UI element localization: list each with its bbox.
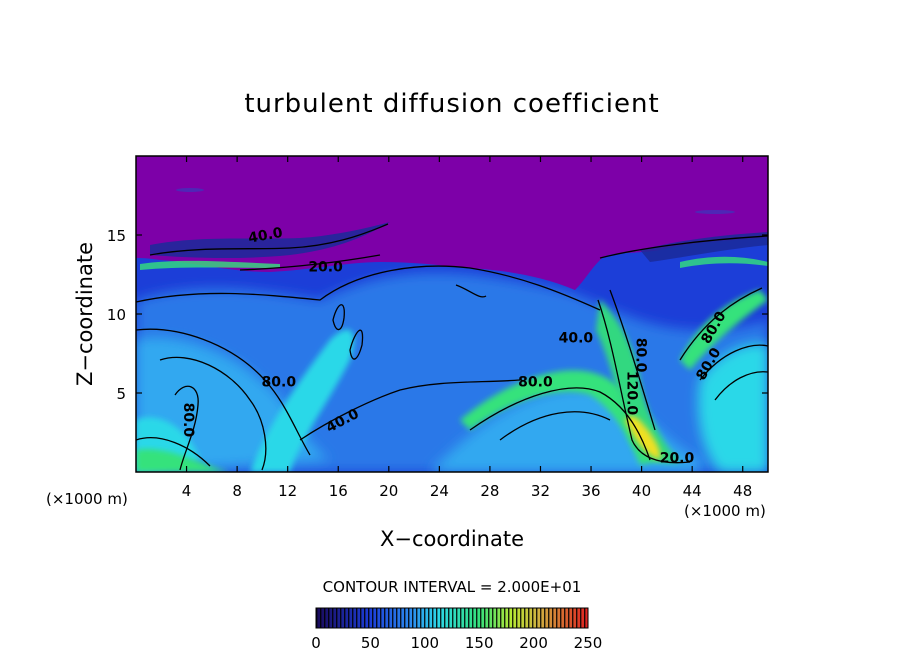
contour-line [239, 254, 381, 271]
y-tick-label: 5 [116, 385, 126, 403]
contour-line [714, 371, 768, 401]
contour-line [174, 385, 199, 471]
x-tick-label: 4 [182, 482, 192, 500]
colorbar-tick-label: 200 [519, 634, 548, 652]
field-region-hotspot [625, 415, 661, 460]
contour-label: 120.0 [624, 371, 640, 416]
x-tick-label: 16 [329, 482, 348, 500]
contour-line [136, 328, 311, 456]
y-axis-label: Z−coordinate [73, 242, 97, 386]
contour-line [332, 304, 345, 331]
colorbar-tick-label: 250 [574, 634, 603, 652]
x-tick-label: 36 [581, 482, 600, 500]
contour-line [699, 344, 768, 381]
contour-lines [136, 223, 768, 471]
x-tick-label: 20 [379, 482, 398, 500]
chart-title: turbulent diffusion coefficient [244, 89, 659, 119]
contour-line [599, 235, 768, 259]
field-region-cyan-plume [250, 329, 354, 472]
field-region-purple [136, 156, 768, 290]
field-wisp-right [695, 210, 735, 214]
contour-interval-label: CONTOUR INTERVAL = 2.000E+01 [323, 578, 582, 596]
heatmap-field: 40.020.080.080.0 40.080.040.0 80.0120.020.… [136, 156, 768, 472]
contour-line [609, 289, 656, 431]
field-streak-green-left [140, 260, 280, 270]
x-tick-label: 24 [430, 482, 449, 500]
x-tick-label: 12 [278, 482, 297, 500]
colorbar-tick-label: 0 [311, 634, 321, 652]
x-tick-label: 40 [632, 482, 651, 500]
contour-label: 20.0 [308, 259, 343, 275]
contour-label: 40.0 [559, 330, 594, 346]
contour-line [499, 411, 611, 441]
colorbar-tick-label: 50 [361, 634, 380, 652]
x-tick-label: 8 [232, 482, 242, 500]
contour-line [469, 387, 651, 461]
contour-label: 80.0 [180, 403, 196, 438]
y-tick-label: 10 [107, 306, 126, 324]
colorbar-tick-label: 150 [465, 634, 494, 652]
y-tick-label: 15 [107, 227, 126, 245]
contour-label: 80.0 [633, 338, 649, 373]
field-streak-green-right [680, 256, 768, 268]
x-tick-label: 28 [480, 482, 499, 500]
field-streak-upper-right [640, 232, 768, 262]
contour-label: 80.0 [518, 375, 553, 391]
field-region-core [596, 300, 680, 463]
contour-label: 80.0 [262, 375, 297, 391]
field-region-green-arc [460, 370, 660, 465]
x-tick-label: 48 [733, 482, 752, 500]
contour-line [679, 287, 763, 361]
x-tick-label: 32 [531, 482, 550, 500]
contour-line [136, 265, 601, 311]
contour-line [136, 437, 211, 467]
colorbar-tick-label: 100 [410, 634, 439, 652]
contour-label: 20.0 [660, 451, 695, 467]
contour-line [455, 284, 487, 298]
y-axis-ticks: 5 10 15 [107, 227, 768, 403]
contour-line [597, 299, 691, 464]
colorbar-frame [315, 607, 589, 629]
contour-line [149, 223, 389, 256]
contour-line [299, 379, 521, 441]
x-axis-label: X−coordinate [380, 527, 524, 551]
colorbar-ticks: 0 50 100 150 200 250 [311, 634, 602, 652]
contour-line [159, 356, 267, 471]
colorbar: 0 50 100 150 200 250 [311, 607, 602, 652]
x-unit-left: (×1000 m) [46, 490, 128, 508]
colorbar-stripes [316, 608, 588, 628]
field-region-right-vortex [698, 343, 768, 472]
x-axis-ticks: 4 8 12 16 20 24 28 32 36 40 44 48 [182, 156, 752, 500]
x-unit-right: (×1000 m) [684, 502, 766, 520]
field-wisp-small [176, 188, 204, 192]
x-tick-label: 44 [683, 482, 702, 500]
contour-line [349, 329, 364, 360]
field-region-upper-right-green [680, 290, 768, 370]
contour-label: 40.0 [247, 225, 284, 247]
